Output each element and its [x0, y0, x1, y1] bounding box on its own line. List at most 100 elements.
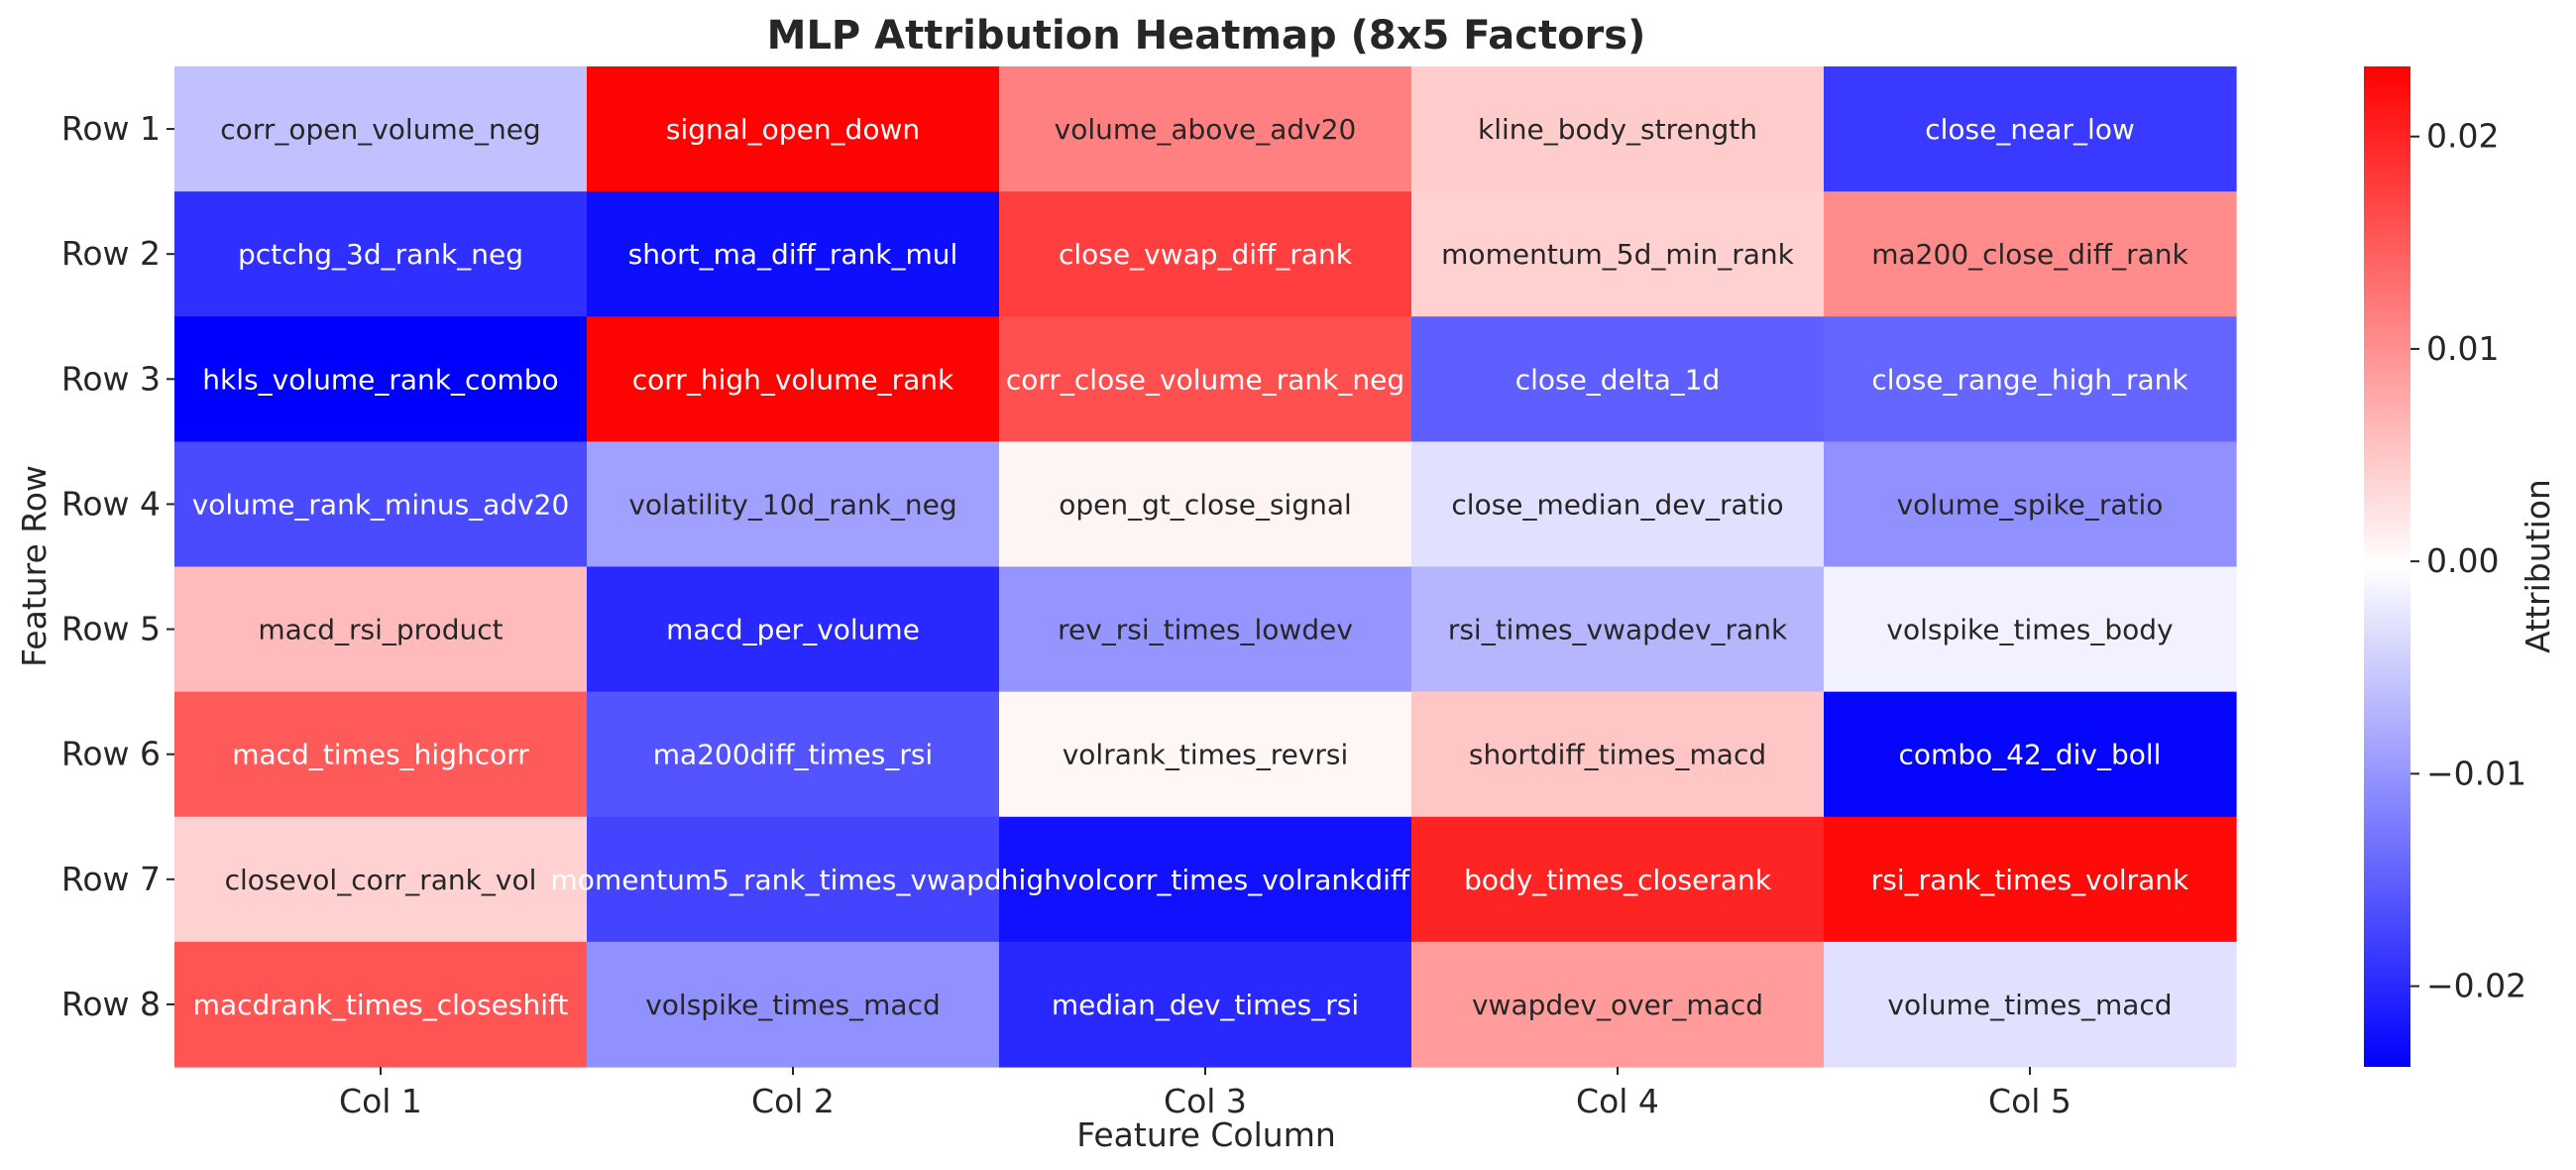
colorbar-tick-label: −0.01: [2426, 754, 2526, 792]
heatmap-cell: [174, 566, 588, 693]
cell-label: open_gt_close_signal: [1059, 488, 1352, 521]
heatmap-cell: [1411, 816, 1825, 943]
cell-label: volume_spike_ratio: [1897, 488, 2164, 521]
cell-label: signal_open_down: [666, 113, 920, 146]
colorbar-tick-label: 0.00: [2426, 541, 2499, 580]
heatmap-cell: [999, 816, 1412, 943]
heatmap-cell: [1824, 691, 2237, 818]
cell-label: volume_times_macd: [1887, 989, 2172, 1021]
x-tick-label: Col 5: [1988, 1082, 2072, 1120]
x-tick-label: Col 4: [1576, 1082, 1659, 1120]
x-tick-label: Col 3: [1164, 1082, 1247, 1120]
heatmap-cell: [174, 441, 588, 568]
y-tick-label: Row 7: [61, 860, 161, 898]
cell-label: rsi_rank_times_volrank: [1871, 864, 2189, 896]
y-tick-label: Row 8: [61, 985, 161, 1023]
cell-label: macd_times_highcorr: [232, 739, 529, 771]
heatmap-cell: [1411, 66, 1825, 192]
cell-label: volspike_times_body: [1886, 614, 2173, 646]
heatmap-cell: [999, 441, 1412, 568]
cell-label: volume_above_adv20: [1055, 113, 1357, 146]
heatmap-cell: [1824, 941, 2237, 1068]
heatmap-cell: [999, 691, 1412, 818]
heatmap-cell: [1411, 691, 1825, 818]
heatmap-cell: [587, 66, 1000, 192]
cell-label: body_times_closerank: [1464, 864, 1772, 896]
heatmap-cell: [1824, 66, 2237, 192]
heatmap-cell: [1824, 316, 2237, 442]
cell-label: rev_rsi_times_lowdev: [1058, 614, 1353, 646]
colorbar-tick-label: −0.02: [2426, 967, 2526, 1005]
heatmap-cell: [174, 941, 588, 1068]
y-tick-label: Row 4: [61, 484, 161, 523]
heatmap-cell: [587, 191, 1000, 317]
heatmap-cell: [1411, 316, 1825, 442]
y-axis-ticks: Row 1 Row 2 Row 3 Row 4 Row 5 Row 6 Row 7 Row 8: [61, 109, 174, 1023]
heatmap-cell: [1411, 941, 1825, 1068]
heatmap-cell: [1824, 816, 2237, 943]
cell-label: macd_rsi_product: [258, 614, 503, 646]
cell-label: volume_rank_minus_adv20: [192, 488, 570, 521]
cell-label: volspike_times_macd: [645, 989, 941, 1021]
cell-label: kline_body_strength: [1478, 113, 1757, 146]
heatmap-cell: [1411, 441, 1825, 568]
cell-label: momentum_5d_min_rank: [1441, 238, 1794, 271]
heatmap-cell: [999, 316, 1412, 442]
cell-label: rsi_times_vwapdev_rank: [1448, 614, 1788, 646]
colorbar: [2364, 66, 2410, 1067]
heatmap-cell: [174, 816, 588, 943]
heatmap-cells: corr_open_volume_neg signal_open_down volu…: [174, 66, 2237, 1068]
cell-label: close_near_low: [1925, 113, 2135, 146]
y-tick-label: Row 1: [61, 109, 161, 148]
cell-label: momentum5_rank_times_vwapdev: [551, 864, 1036, 896]
heatmap-cell: [587, 691, 1000, 818]
heatmap-cell: [587, 316, 1000, 442]
cell-label: ma200diff_times_rsi: [653, 739, 933, 771]
cell-label: median_dev_times_rsi: [1052, 989, 1359, 1021]
x-tick-label: Col 1: [339, 1082, 422, 1120]
heatmap-cell: [174, 316, 588, 442]
heatmap-cell: [1824, 441, 2237, 568]
colorbar-ticks: 0.02 0.01 0.00 −0.01 −0.02: [2410, 117, 2526, 1005]
x-tick-label: Col 2: [751, 1082, 835, 1120]
heatmap-cell: [1411, 191, 1825, 317]
heatmap-cell: [999, 191, 1412, 317]
heatmap-cell: [1824, 566, 2237, 693]
cell-label: hkls_volume_rank_combo: [202, 363, 558, 396]
heatmap-cell: [587, 941, 1000, 1068]
x-axis-ticks: Col 1 Col 2 Col 3 Col 4 Col 5: [339, 1067, 2072, 1120]
heatmap-cell: [587, 816, 1000, 943]
y-tick-label: Row 2: [61, 234, 161, 273]
heatmap-cell: [587, 566, 1000, 693]
cell-label: volatility_10d_rank_neg: [628, 488, 956, 521]
cell-label: corr_high_volume_rank: [632, 363, 954, 396]
cell-label: close_median_dev_ratio: [1451, 488, 1783, 521]
x-axis-label: Feature Column: [1076, 1115, 1336, 1154]
cell-label: combo_42_div_boll: [1899, 739, 2162, 771]
cell-label: corr_close_volume_rank_neg: [1006, 363, 1404, 396]
heatmap-cell: [1411, 566, 1825, 693]
y-tick-label: Row 3: [61, 359, 161, 398]
cell-label: macdrank_times_closeshift: [193, 989, 569, 1021]
cell-label: close_range_high_rank: [1871, 363, 2188, 396]
cell-label: highvolcorr_times_volrankdiff: [1001, 864, 1410, 896]
heatmap-cell: [587, 441, 1000, 568]
heatmap-cell: [999, 566, 1412, 693]
cell-label: close_vwap_diff_rank: [1059, 238, 1353, 271]
cell-label: volrank_times_revrsi: [1063, 739, 1349, 771]
cell-label: corr_open_volume_neg: [220, 113, 540, 146]
cell-label: ma200_close_diff_rank: [1871, 238, 2188, 271]
cell-label: short_ma_diff_rank_mul: [628, 238, 958, 271]
heatmap-cell: [999, 66, 1412, 192]
cell-label: close_delta_1d: [1515, 363, 1721, 396]
heatmap-cell: [999, 941, 1412, 1068]
cell-label: shortdiff_times_macd: [1469, 739, 1766, 771]
y-axis-label: Feature Row: [15, 465, 54, 667]
cell-label: macd_per_volume: [666, 614, 920, 646]
chart-title: MLP Attribution Heatmap (8x5 Factors): [767, 13, 1646, 58]
cell-label: closevol_corr_rank_vol: [225, 864, 537, 896]
heatmap-cell: [174, 691, 588, 818]
heatmap-cell: [174, 66, 588, 192]
colorbar-tick-label: 0.02: [2426, 117, 2499, 156]
cell-label: vwapdev_over_macd: [1472, 989, 1763, 1021]
